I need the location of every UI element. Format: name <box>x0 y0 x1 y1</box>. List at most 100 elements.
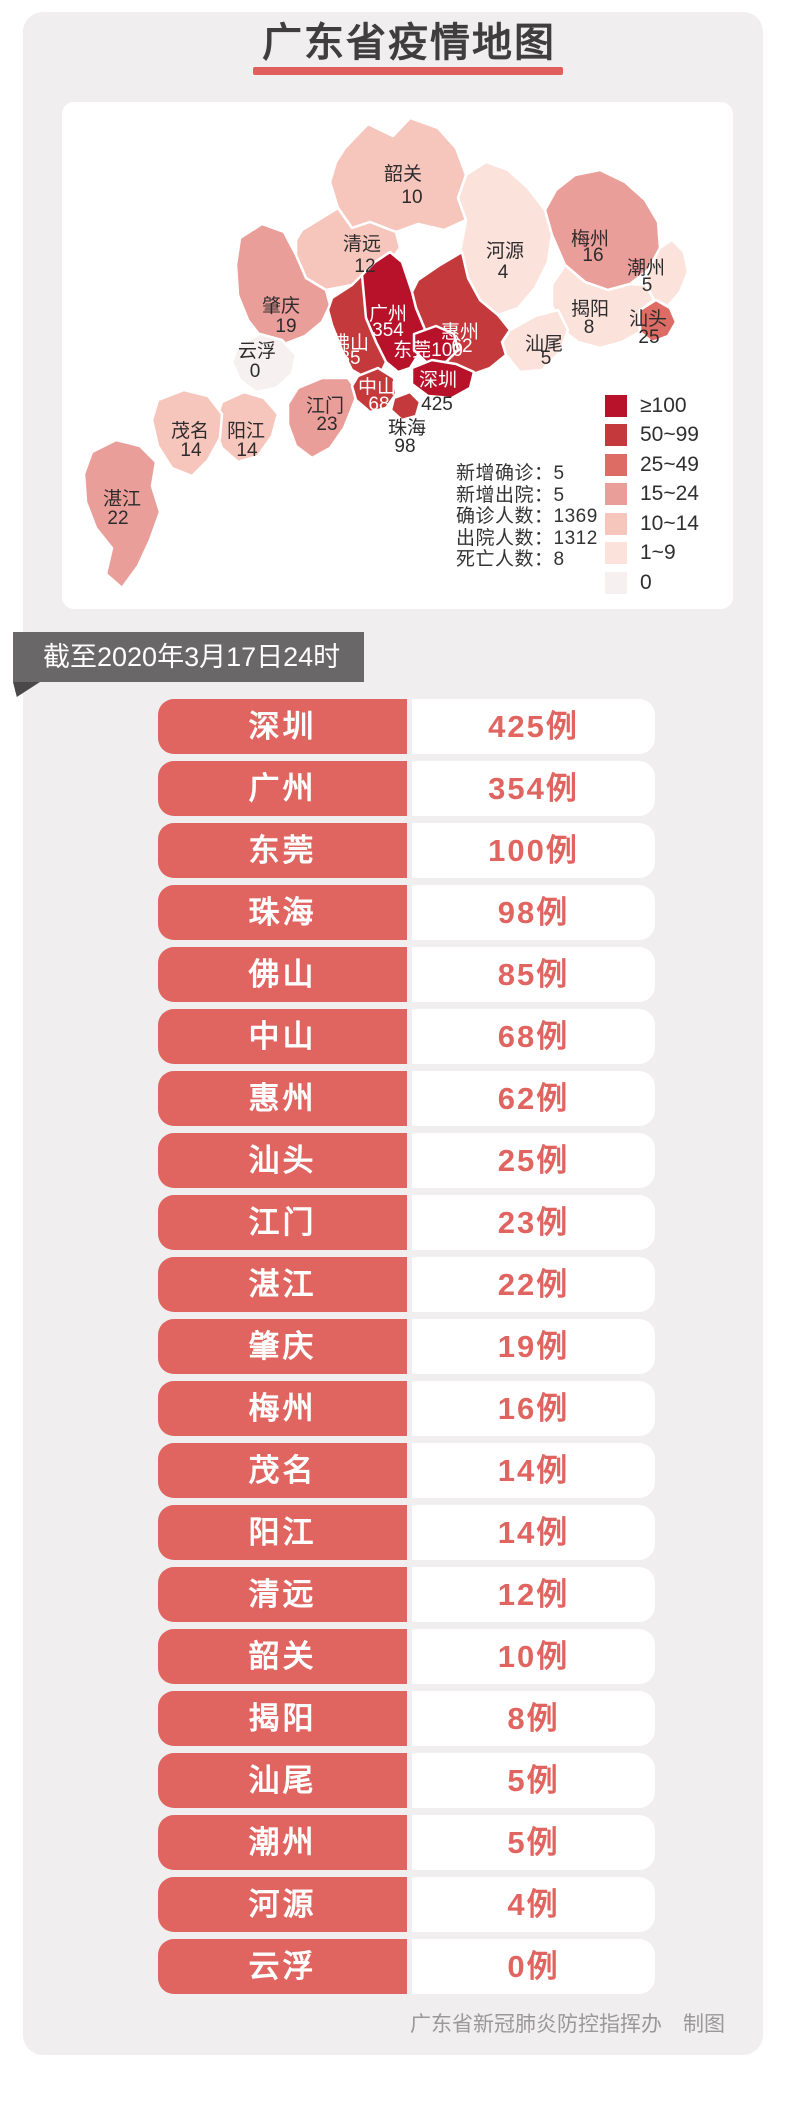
legend-label: 15~24 <box>640 482 699 506</box>
count-cell: 22例 <box>412 1257 655 1312</box>
city-cell: 珠海 <box>158 885 407 940</box>
map-region-label: 东莞100 <box>393 339 463 361</box>
legend-item: 1~9 <box>605 539 699 569</box>
map-region-label: 江门 <box>306 395 344 417</box>
map-region-label: 韶关 <box>384 163 422 185</box>
map-legend: ≥100 50~99 25~49 15~24 10~14 1~9 0 <box>605 391 699 598</box>
map-region <box>389 390 422 422</box>
map-region-label: 云浮 <box>238 340 276 362</box>
legend-item: 50~99 <box>605 421 699 451</box>
stat-line: 出院人数：1312 <box>456 527 598 549</box>
legend-label: ≥100 <box>640 393 687 417</box>
city-cell: 茂名 <box>158 1443 407 1498</box>
city-cell: 肇庆 <box>158 1319 407 1374</box>
city-cell: 韶关 <box>158 1629 407 1684</box>
map-region-label: 佛山 <box>331 332 369 354</box>
map-region <box>638 298 678 344</box>
map-region <box>82 438 162 590</box>
map-region <box>410 358 476 400</box>
map-region-label: 22 <box>107 508 128 529</box>
legend-swatch <box>605 483 627 506</box>
city-cell: 汕头 <box>158 1133 407 1188</box>
city-cell: 潮州 <box>158 1815 407 1870</box>
city-cell: 佛山 <box>158 947 407 1002</box>
city-cell: 河源 <box>158 1877 407 1932</box>
legend-swatch <box>605 394 627 417</box>
count-cell: 354例 <box>412 761 655 816</box>
legend-label: 50~99 <box>640 423 699 447</box>
map-region-label: 广州 <box>369 303 407 325</box>
count-cell: 68例 <box>412 1009 655 1064</box>
count-cell: 8例 <box>412 1691 655 1746</box>
map-region-label: 清远 <box>343 233 381 255</box>
city-cell: 湛江 <box>158 1257 407 1312</box>
map-region-label: 河源 <box>486 240 524 262</box>
count-cell: 25例 <box>412 1133 655 1188</box>
map-region-label: 14 <box>180 440 202 461</box>
map-region-label: 5 <box>642 275 653 296</box>
map-region <box>286 376 360 460</box>
map-region-label: 肇庆 <box>262 295 300 317</box>
city-cell: 江门 <box>158 1195 407 1250</box>
count-cell: 0例 <box>412 1939 655 1994</box>
city-cell: 揭阳 <box>158 1691 407 1746</box>
city-cell: 中山 <box>158 1009 407 1064</box>
count-cell: 14例 <box>412 1443 655 1498</box>
date-banner-label: 截至2020年3月17日24时 <box>43 642 341 672</box>
count-cell: 425例 <box>412 699 655 754</box>
map-region <box>350 366 398 414</box>
map-region-label: 梅州 <box>571 228 609 250</box>
count-cell: 5例 <box>412 1753 655 1808</box>
map-region-label: 潮州 <box>627 257 665 279</box>
map-region-label: 茂名 <box>171 420 209 442</box>
map-region-label: 深圳 <box>419 369 457 391</box>
map-region-label: 16 <box>582 245 603 266</box>
map-region <box>230 332 298 394</box>
map-region <box>150 388 224 478</box>
count-cell: 85例 <box>412 947 655 1002</box>
map-region-label: 354 <box>372 320 404 341</box>
map-region-label: 23 <box>316 414 337 435</box>
legend-swatch <box>605 424 627 447</box>
legend-item: 10~14 <box>605 509 699 539</box>
count-cell: 100例 <box>412 823 655 878</box>
map-region-label: 19 <box>275 316 296 337</box>
map-region-label: 阳江 <box>227 420 265 442</box>
stat-line: 新增出院：5 <box>456 484 565 506</box>
map-region-label: 62 <box>451 336 472 357</box>
city-cell: 深圳 <box>158 699 407 754</box>
map-region-label: 10 <box>401 187 422 208</box>
count-cell: 19例 <box>412 1319 655 1374</box>
legend-label: 0 <box>640 570 652 594</box>
city-cell: 汕尾 <box>158 1753 407 1808</box>
map-region-label: 4 <box>498 262 509 283</box>
count-cell: 12例 <box>412 1567 655 1622</box>
legend-swatch <box>605 542 627 565</box>
stat-line: 死亡人数：8 <box>456 549 565 570</box>
stat-line: 确诊人数：1369 <box>456 506 598 527</box>
map-region-label: 湛江 <box>103 488 141 510</box>
legend-swatch <box>605 453 627 476</box>
count-cell: 4例 <box>412 1877 655 1932</box>
city-cell: 东莞 <box>158 823 407 878</box>
map-region-label: 惠州 <box>441 321 479 343</box>
footer-credit: 广东省新冠肺炎防控指挥办 制图 <box>410 2013 725 2036</box>
city-cell: 清远 <box>158 1567 407 1622</box>
city-cell: 惠州 <box>158 1071 407 1126</box>
count-cell: 16例 <box>412 1381 655 1436</box>
city-cell: 云浮 <box>158 1939 407 1994</box>
city-cell: 阳江 <box>158 1505 407 1560</box>
map-region-label: 25 <box>638 327 659 348</box>
legend-label: 10~14 <box>640 511 699 535</box>
map-region <box>234 222 332 346</box>
count-cell: 23例 <box>412 1195 655 1250</box>
map-region <box>328 116 468 234</box>
count-cell: 14例 <box>412 1505 655 1560</box>
map-region-label: 8 <box>584 317 595 338</box>
map-region-label: 珠海 <box>388 417 426 439</box>
legend-label: 1~9 <box>640 541 676 565</box>
legend-item: 0 <box>605 568 699 598</box>
map-region-label: 汕尾 <box>525 333 563 355</box>
count-cell: 5例 <box>412 1815 655 1870</box>
